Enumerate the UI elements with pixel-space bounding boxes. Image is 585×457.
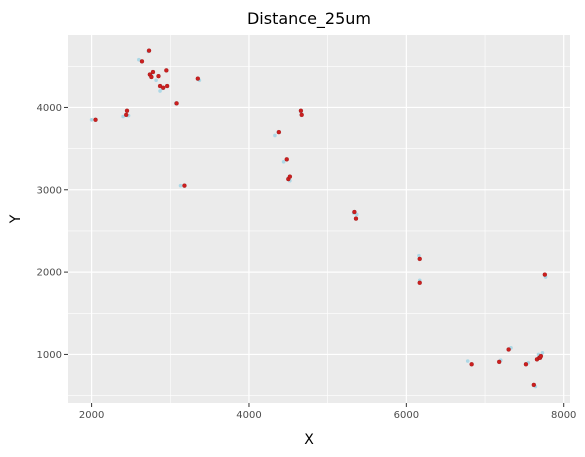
data-point [164,68,169,73]
data-point [542,272,547,277]
data-point [150,69,156,75]
data-point [298,108,304,113]
data-point [137,57,141,62]
y-tick-label: 1000 [37,350,62,361]
data-point [417,256,422,262]
data-point [161,85,166,90]
data-point [417,280,422,285]
data-point [299,112,304,118]
data-point [158,89,162,93]
data-point [146,48,152,53]
x-axis-title: X [304,432,314,448]
data-point [154,78,158,83]
data-point [89,117,94,122]
data-point [93,117,98,122]
series-1 [93,48,547,388]
data-point [531,382,536,388]
data-point [352,209,357,215]
data-point [523,362,529,367]
y-axis-ticks: 1000 2000 3000 4000 [37,103,68,361]
data-point [156,74,161,79]
chart-title: Distance_25um [247,9,371,29]
data-point [182,183,187,188]
data-point [417,253,421,258]
data-point [281,159,286,164]
y-tick-label: 3000 [37,185,62,196]
minor-grid [68,35,570,403]
y-tick-label: 4000 [37,103,62,114]
data-point [276,129,282,135]
x-tick-label: 4000 [236,410,261,421]
data-point [273,133,277,138]
data-point [121,114,125,119]
data-point [353,216,359,221]
x-tick-label: 8000 [551,410,576,421]
x-axis-ticks: 2000 4000 6000 8000 [79,403,576,421]
y-tick-label: 2000 [37,268,62,279]
plot-panel [68,35,570,403]
y-axis-title: Y [8,214,24,224]
data-point [124,108,130,113]
data-point [149,74,154,80]
data-point [287,174,293,179]
x-tick-label: 6000 [394,410,419,421]
data-point [178,183,183,188]
data-point [469,362,474,367]
data-point [540,350,545,355]
data-point [164,83,170,89]
data-point [139,59,145,64]
data-points [89,48,548,389]
data-point [497,359,502,364]
data-point [538,353,544,359]
data-point [284,157,289,162]
data-point [506,347,511,352]
data-point [465,359,470,363]
data-point [195,76,200,81]
x-tick-label: 2000 [79,410,104,421]
major-grid [68,35,570,403]
data-point [124,112,129,118]
data-point [174,101,179,106]
